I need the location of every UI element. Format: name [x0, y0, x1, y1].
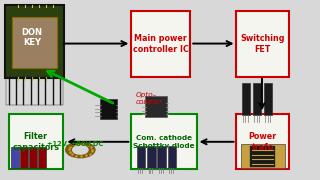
- Text: +12V, +80V DC: +12V, +80V DC: [47, 141, 104, 147]
- FancyBboxPatch shape: [20, 147, 28, 168]
- FancyBboxPatch shape: [236, 114, 289, 170]
- FancyBboxPatch shape: [29, 147, 37, 168]
- FancyBboxPatch shape: [236, 10, 289, 77]
- Text: Filter
capacitors: Filter capacitors: [12, 132, 59, 152]
- FancyBboxPatch shape: [242, 83, 250, 115]
- Text: Power
trafo: Power trafo: [249, 132, 277, 152]
- FancyBboxPatch shape: [147, 146, 156, 168]
- Text: Switching
FET: Switching FET: [241, 33, 285, 54]
- FancyBboxPatch shape: [11, 147, 19, 168]
- Text: DON
KEY: DON KEY: [21, 28, 43, 47]
- FancyBboxPatch shape: [9, 114, 63, 170]
- Text: Main power
controller IC: Main power controller IC: [133, 33, 189, 54]
- Text: Com. cathode
Schottky diode: Com. cathode Schottky diode: [133, 135, 195, 148]
- FancyBboxPatch shape: [253, 83, 261, 115]
- FancyBboxPatch shape: [12, 17, 57, 68]
- FancyBboxPatch shape: [168, 146, 176, 168]
- Text: Opto–
coupler: Opto– coupler: [136, 91, 163, 105]
- FancyBboxPatch shape: [131, 10, 190, 77]
- FancyBboxPatch shape: [157, 146, 166, 168]
- Circle shape: [73, 146, 88, 154]
- FancyBboxPatch shape: [5, 5, 64, 78]
- FancyBboxPatch shape: [145, 96, 167, 117]
- FancyBboxPatch shape: [264, 83, 272, 115]
- FancyBboxPatch shape: [100, 100, 117, 119]
- FancyBboxPatch shape: [137, 146, 145, 168]
- FancyBboxPatch shape: [250, 146, 275, 167]
- FancyBboxPatch shape: [131, 114, 197, 170]
- FancyBboxPatch shape: [241, 144, 285, 168]
- Circle shape: [65, 141, 96, 158]
- FancyBboxPatch shape: [38, 147, 46, 168]
